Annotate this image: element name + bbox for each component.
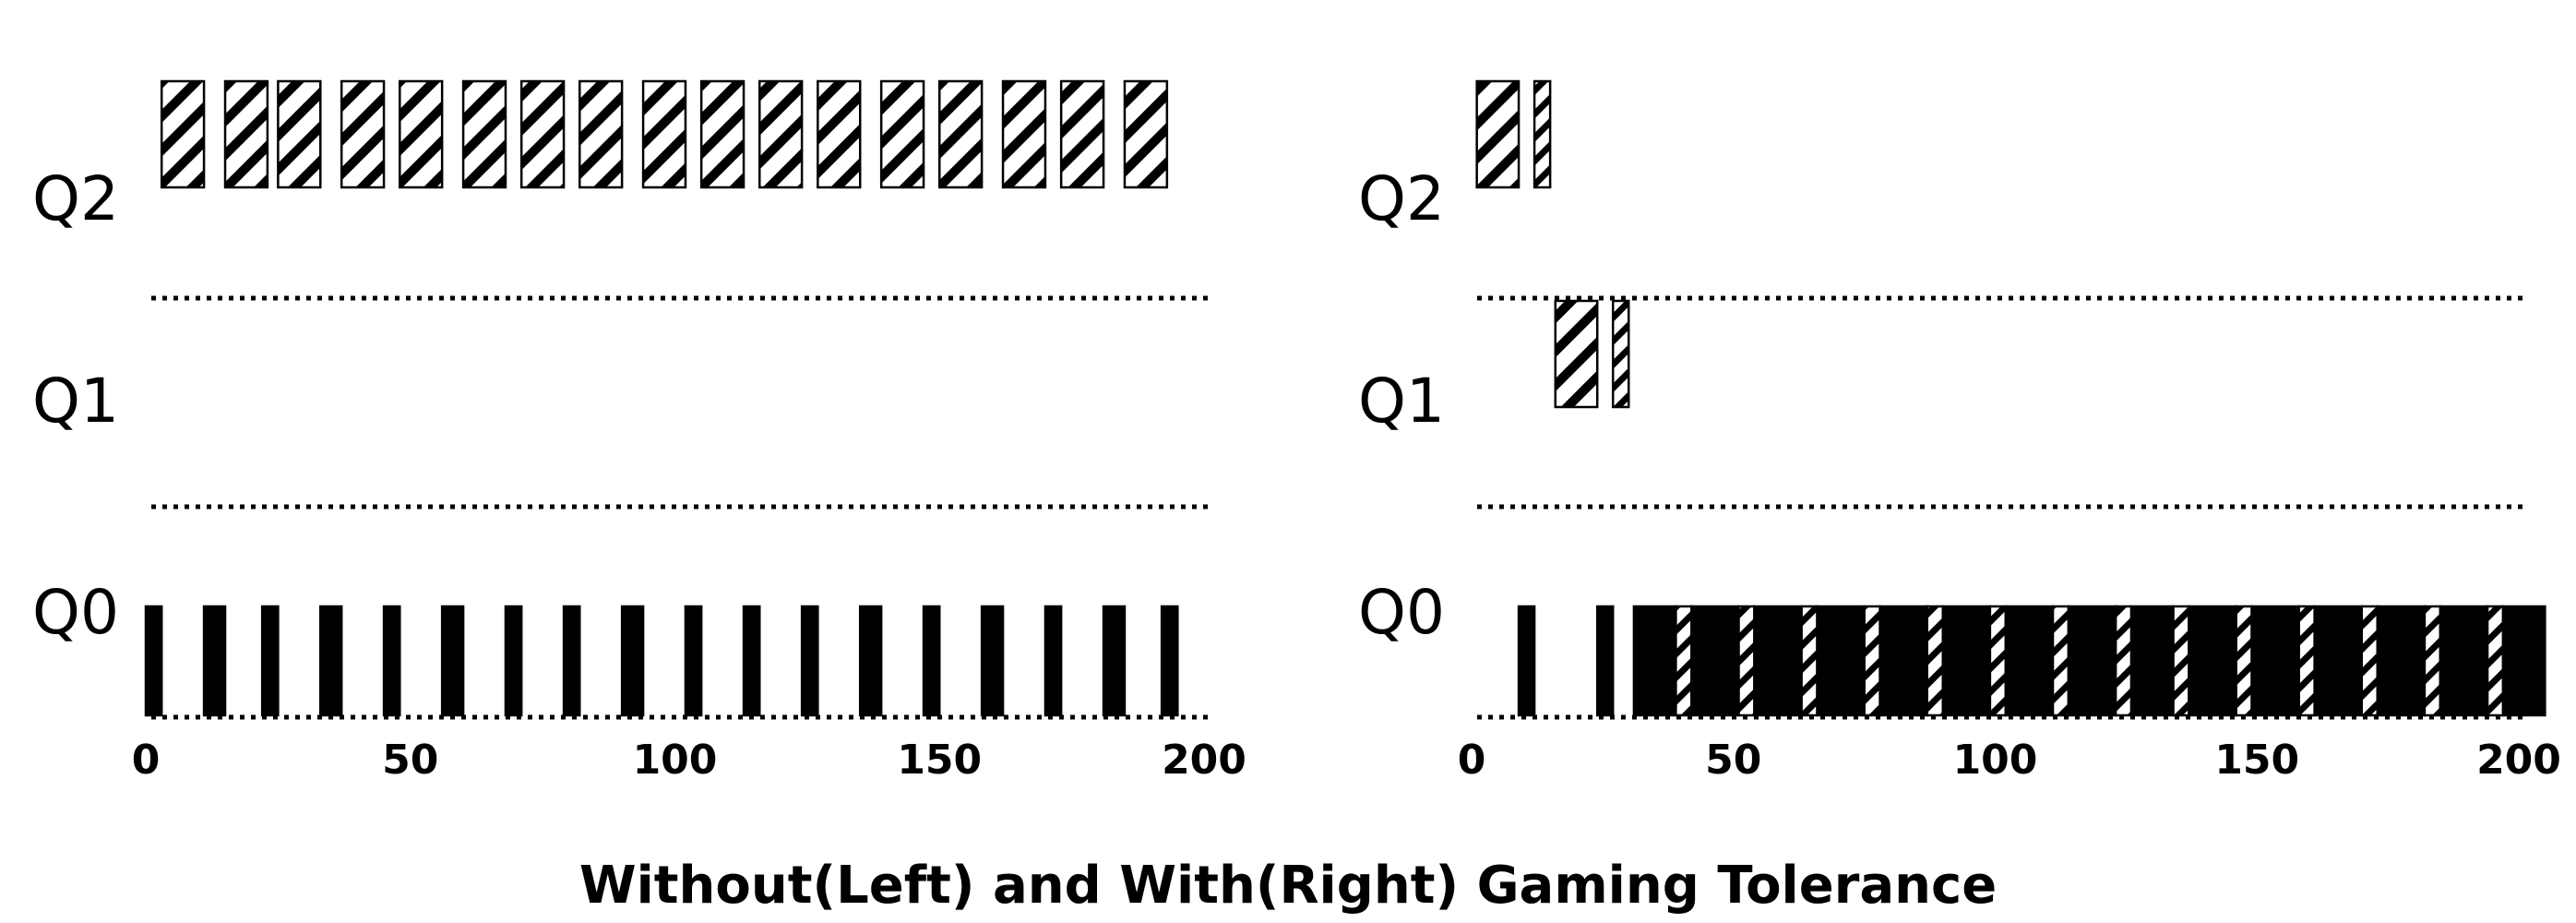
job-bar-q0-solid <box>1816 605 1866 717</box>
job-bar-q0-hatched-thin <box>1675 605 1693 717</box>
job-bar-q0-solid <box>1941 605 1992 717</box>
job-bar-q2-hatched <box>938 79 984 189</box>
job-bar-q0-hatched-thin <box>1800 605 1819 717</box>
job-bar-q0-hatched-thin <box>2486 605 2505 717</box>
job-bar-q0-solid <box>1690 605 1740 717</box>
job-bar-q0-hatched-thin <box>2051 605 2070 717</box>
job-bar-q0-solid <box>1753 605 1803 717</box>
job-bar-q0-solid <box>2004 605 2055 717</box>
job-bar-q0-solid <box>319 605 343 717</box>
queue-label-q2: Q2 <box>1358 163 1445 234</box>
job-bar-q0-solid <box>2501 605 2546 717</box>
queue-label-q0: Q0 <box>1358 577 1445 648</box>
job-bar-q0-solid <box>504 605 523 717</box>
job-bar-q0-solid <box>2129 605 2175 717</box>
job-bar-q0-hatched-thin <box>2423 605 2442 717</box>
x-tick-label: 50 <box>382 737 438 784</box>
job-bar-q2-hatched <box>1059 79 1105 189</box>
job-bar-q0-solid <box>1878 605 1928 717</box>
job-bar-q0-solid <box>922 605 941 717</box>
job-bar-q0-solid <box>562 605 581 717</box>
job-bar-q0-solid <box>2313 605 2364 717</box>
x-tick-label: 0 <box>1458 737 1486 784</box>
job-bar-q0-hatched-thin <box>1988 605 2008 717</box>
right-panel: Q2 Q1 Q0 0 50 100 150 200 <box>1358 79 2561 784</box>
job-bar-q0-hatched-thin <box>2360 605 2379 717</box>
job-bar-q1-hatched-thin <box>1611 299 1630 409</box>
job-bar-q0-solid <box>980 605 1005 717</box>
job-bar-q2-hatched <box>1475 79 1521 189</box>
x-tick-label: 50 <box>1705 737 1761 784</box>
queue-label-q1: Q1 <box>32 366 119 437</box>
job-bar-q0-solid <box>144 605 163 717</box>
job-bar-q2-hatched <box>277 79 322 189</box>
job-bar-q0-hatched-thin <box>1737 605 1756 717</box>
job-bar-q2-hatched <box>699 79 745 189</box>
job-bar-q0-solid <box>1102 605 1127 717</box>
job-bar-q2-hatched <box>223 79 269 189</box>
job-bar-q2-hatched <box>1001 79 1047 189</box>
x-tick-label: 150 <box>897 737 982 784</box>
job-bar-q2-hatched <box>1123 79 1169 189</box>
job-bar-q0-solid <box>1632 605 1677 717</box>
job-bar-q2-hatched <box>160 79 206 189</box>
job-bar-q0-solid <box>620 605 645 717</box>
job-bar-q0-solid <box>2439 605 2489 717</box>
x-tick-label: 200 <box>1162 737 1246 784</box>
job-bar-q2-hatched-thin <box>1532 79 1552 189</box>
job-bar-q0-solid <box>2188 605 2237 717</box>
job-bar-q0-solid <box>2250 605 2300 717</box>
job-bar-q0-solid <box>260 605 280 717</box>
queue-label-q0: Q0 <box>32 577 119 648</box>
job-bar-q0-solid <box>382 605 401 717</box>
job-bar-q2-hatched <box>879 79 925 189</box>
job-bar-q0-solid <box>1517 605 1536 717</box>
x-tick-label: 150 <box>2214 737 2299 784</box>
x-tick-label: 100 <box>633 737 718 784</box>
job-bar-q0-hatched-thin <box>1926 605 1945 717</box>
job-bar-q0-solid <box>1160 605 1179 717</box>
job-bar-q0-hatched-thin <box>1863 605 1881 717</box>
job-bar-q0-solid <box>742 605 761 717</box>
queue-label-q1: Q1 <box>1358 366 1445 437</box>
job-bar-q2-hatched <box>461 79 507 189</box>
left-panel: Q2 Q1 Q0 0 50 100 150 200 <box>32 79 1246 784</box>
job-bar-q2-hatched <box>758 79 804 189</box>
figure-caption: Without(Left) and With(Right) Gaming Tol… <box>579 856 1997 916</box>
job-bar-q0-hatched-thin <box>2297 605 2316 717</box>
job-bar-q2-hatched <box>399 79 444 189</box>
job-bar-q0-hatched-thin <box>2235 605 2253 717</box>
job-bar-q0-hatched-thin <box>2114 605 2133 717</box>
job-bar-q0-solid <box>684 605 703 717</box>
x-tick-label: 0 <box>132 737 161 784</box>
job-bar-q0-solid <box>2067 605 2117 717</box>
job-bar-q2-hatched <box>578 79 624 189</box>
job-bar-q0-solid <box>1595 605 1615 717</box>
job-bar-q2-hatched <box>340 79 386 189</box>
job-bar-q2-hatched <box>519 79 566 189</box>
job-bar-q0-hatched-thin <box>2172 605 2190 717</box>
job-bar-q0-solid <box>2376 605 2427 717</box>
x-tick-label: 100 <box>1953 737 2038 784</box>
job-bar-q2-hatched <box>817 79 862 189</box>
job-bar-q0-solid <box>800 605 819 717</box>
job-bar-q2-hatched <box>641 79 687 189</box>
x-tick-label: 200 <box>2476 737 2561 784</box>
job-bar-q0-solid <box>1044 605 1063 717</box>
job-bar-q0-solid <box>202 605 227 717</box>
job-bar-q0-solid <box>440 605 465 717</box>
job-bar-q1-hatched <box>1554 299 1599 409</box>
queue-label-q2: Q2 <box>32 163 119 234</box>
job-bar-q0-solid <box>858 605 883 717</box>
